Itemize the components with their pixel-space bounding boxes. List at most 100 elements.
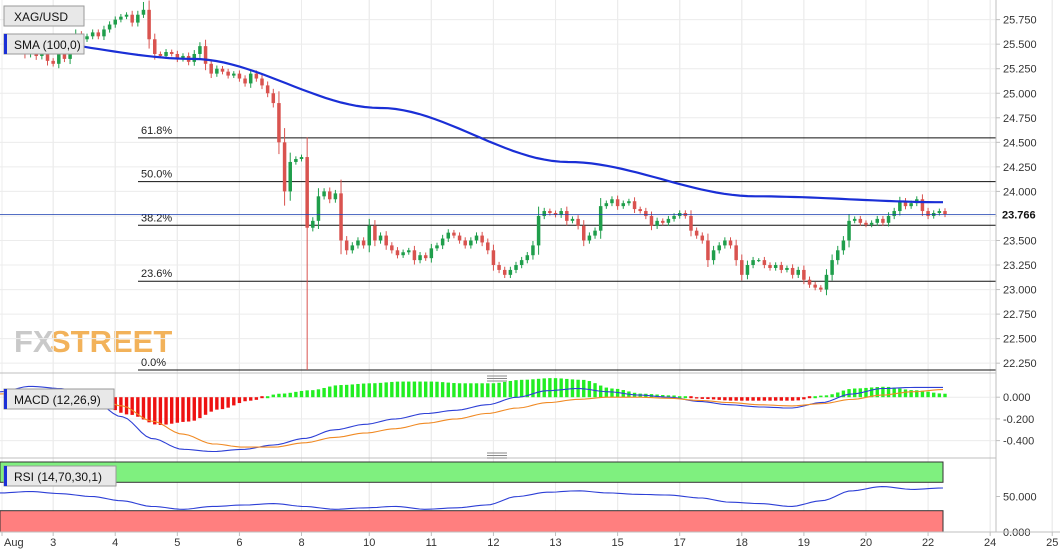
candle bbox=[169, 49, 174, 57]
candle-body bbox=[644, 211, 648, 216]
candle bbox=[90, 29, 95, 40]
candle bbox=[790, 264, 795, 279]
pane-resize-handle-macd[interactable] bbox=[486, 374, 508, 382]
candle bbox=[446, 229, 451, 242]
macd-histogram-bar bbox=[424, 381, 428, 398]
candle-body bbox=[627, 201, 631, 204]
pane-resize-handle-rsi[interactable] bbox=[486, 451, 508, 459]
y-tick-label-main: 23.000 bbox=[1003, 285, 1037, 297]
candle bbox=[615, 195, 620, 210]
candle-body bbox=[610, 199, 614, 204]
candle bbox=[457, 232, 462, 244]
candle bbox=[881, 215, 885, 226]
y-tick-label-macd: -0.200 bbox=[1003, 414, 1034, 426]
sma-legend[interactable]: SMA (100,0) bbox=[3, 33, 85, 55]
candle-body bbox=[423, 255, 428, 259]
candle bbox=[378, 232, 383, 244]
y-tick-label-main: 22.500 bbox=[1003, 334, 1037, 346]
candle-body bbox=[655, 220, 659, 226]
candle-body bbox=[107, 24, 112, 30]
y-tick-label-main: 24.250 bbox=[1003, 162, 1037, 174]
macd-histogram-bar bbox=[553, 378, 558, 398]
candle bbox=[565, 206, 569, 226]
y-tick-label-main: 22.250 bbox=[1003, 358, 1037, 370]
macd-histogram-bar bbox=[819, 395, 823, 398]
candle bbox=[373, 220, 377, 247]
x-tick-label: 4 bbox=[112, 537, 118, 549]
candle-body bbox=[480, 235, 484, 243]
candle bbox=[819, 285, 823, 293]
candle-body bbox=[333, 193, 338, 200]
candle-body bbox=[773, 265, 778, 268]
macd-histogram-bar bbox=[277, 393, 281, 398]
macd-histogram-bar bbox=[773, 397, 778, 401]
macd-histogram-bar bbox=[847, 389, 851, 398]
macd-histogram-bar bbox=[322, 387, 326, 398]
candle bbox=[474, 232, 479, 244]
candle-body bbox=[344, 240, 349, 251]
symbol-legend[interactable]: XAG/USD bbox=[3, 5, 85, 27]
candle-body bbox=[175, 53, 180, 59]
candle bbox=[226, 68, 230, 79]
y-tick-label-macd: 0.000 bbox=[1003, 392, 1031, 404]
macd-histogram-bar bbox=[328, 386, 332, 398]
candle-body bbox=[548, 211, 552, 214]
macd-histogram-bar bbox=[926, 391, 930, 398]
macd-legend[interactable]: MACD (12,26,9) bbox=[3, 388, 115, 410]
macd-histogram-bar bbox=[282, 393, 287, 398]
macd-histogram-bar bbox=[864, 387, 868, 398]
candle bbox=[869, 220, 874, 228]
macd-histogram-bar bbox=[378, 382, 383, 398]
candle-body bbox=[711, 250, 716, 261]
candle bbox=[581, 220, 586, 247]
candle-body bbox=[604, 203, 609, 207]
macd-histogram-bar bbox=[711, 397, 716, 400]
macd-histogram-bar bbox=[356, 383, 360, 398]
symbol-label: XAG/USD bbox=[14, 10, 68, 24]
candle-body bbox=[824, 274, 829, 290]
candle bbox=[559, 208, 563, 218]
candle-body bbox=[700, 235, 705, 241]
macd-histogram-bar bbox=[683, 396, 688, 399]
candle-body bbox=[153, 39, 157, 54]
candle bbox=[638, 206, 642, 214]
macd-histogram-bar bbox=[457, 383, 462, 398]
candle-body bbox=[45, 50, 50, 61]
candle bbox=[136, 10, 140, 27]
candle-body bbox=[525, 255, 530, 261]
candle bbox=[655, 217, 659, 229]
candle bbox=[706, 233, 710, 267]
macd-histogram-bar bbox=[401, 381, 405, 398]
macd-histogram-bar bbox=[350, 384, 355, 398]
macd-histogram-bar bbox=[841, 390, 846, 398]
rsi-label: RSI (14,70,30,1) bbox=[14, 470, 102, 484]
candle-body bbox=[638, 209, 642, 212]
x-tick-label: Aug bbox=[4, 537, 24, 549]
macd-histogram-bar bbox=[136, 397, 140, 417]
candle bbox=[519, 256, 524, 269]
candle bbox=[322, 188, 326, 200]
macd-histogram-bar bbox=[169, 397, 174, 424]
watermark-street: STREET bbox=[50, 324, 172, 359]
macd-histogram-bar bbox=[892, 387, 896, 398]
watermark: FX STREET bbox=[14, 324, 172, 359]
candle bbox=[288, 152, 292, 201]
candle bbox=[277, 91, 281, 155]
candle-body bbox=[502, 269, 507, 275]
macd-histogram-bar bbox=[751, 397, 755, 401]
macd-histogram-bar bbox=[311, 390, 315, 398]
candle bbox=[203, 39, 208, 71]
candle bbox=[728, 237, 733, 249]
candle-body bbox=[926, 211, 930, 216]
candle-body bbox=[294, 159, 298, 162]
macd-histogram-bar bbox=[407, 381, 411, 398]
macd-histogram-bar bbox=[903, 389, 908, 398]
macd-histogram-bar bbox=[824, 395, 829, 398]
macd-histogram-bar bbox=[113, 397, 117, 411]
rsi-legend[interactable]: RSI (14,70,30,1) bbox=[3, 465, 117, 487]
time-axis: Aug3456810111213151718192022242526 bbox=[1, 532, 1058, 549]
y-tick-label-main: 24.500 bbox=[1003, 137, 1037, 149]
candle-body bbox=[452, 232, 456, 236]
y-tick-label-main: 24.750 bbox=[1003, 113, 1037, 125]
